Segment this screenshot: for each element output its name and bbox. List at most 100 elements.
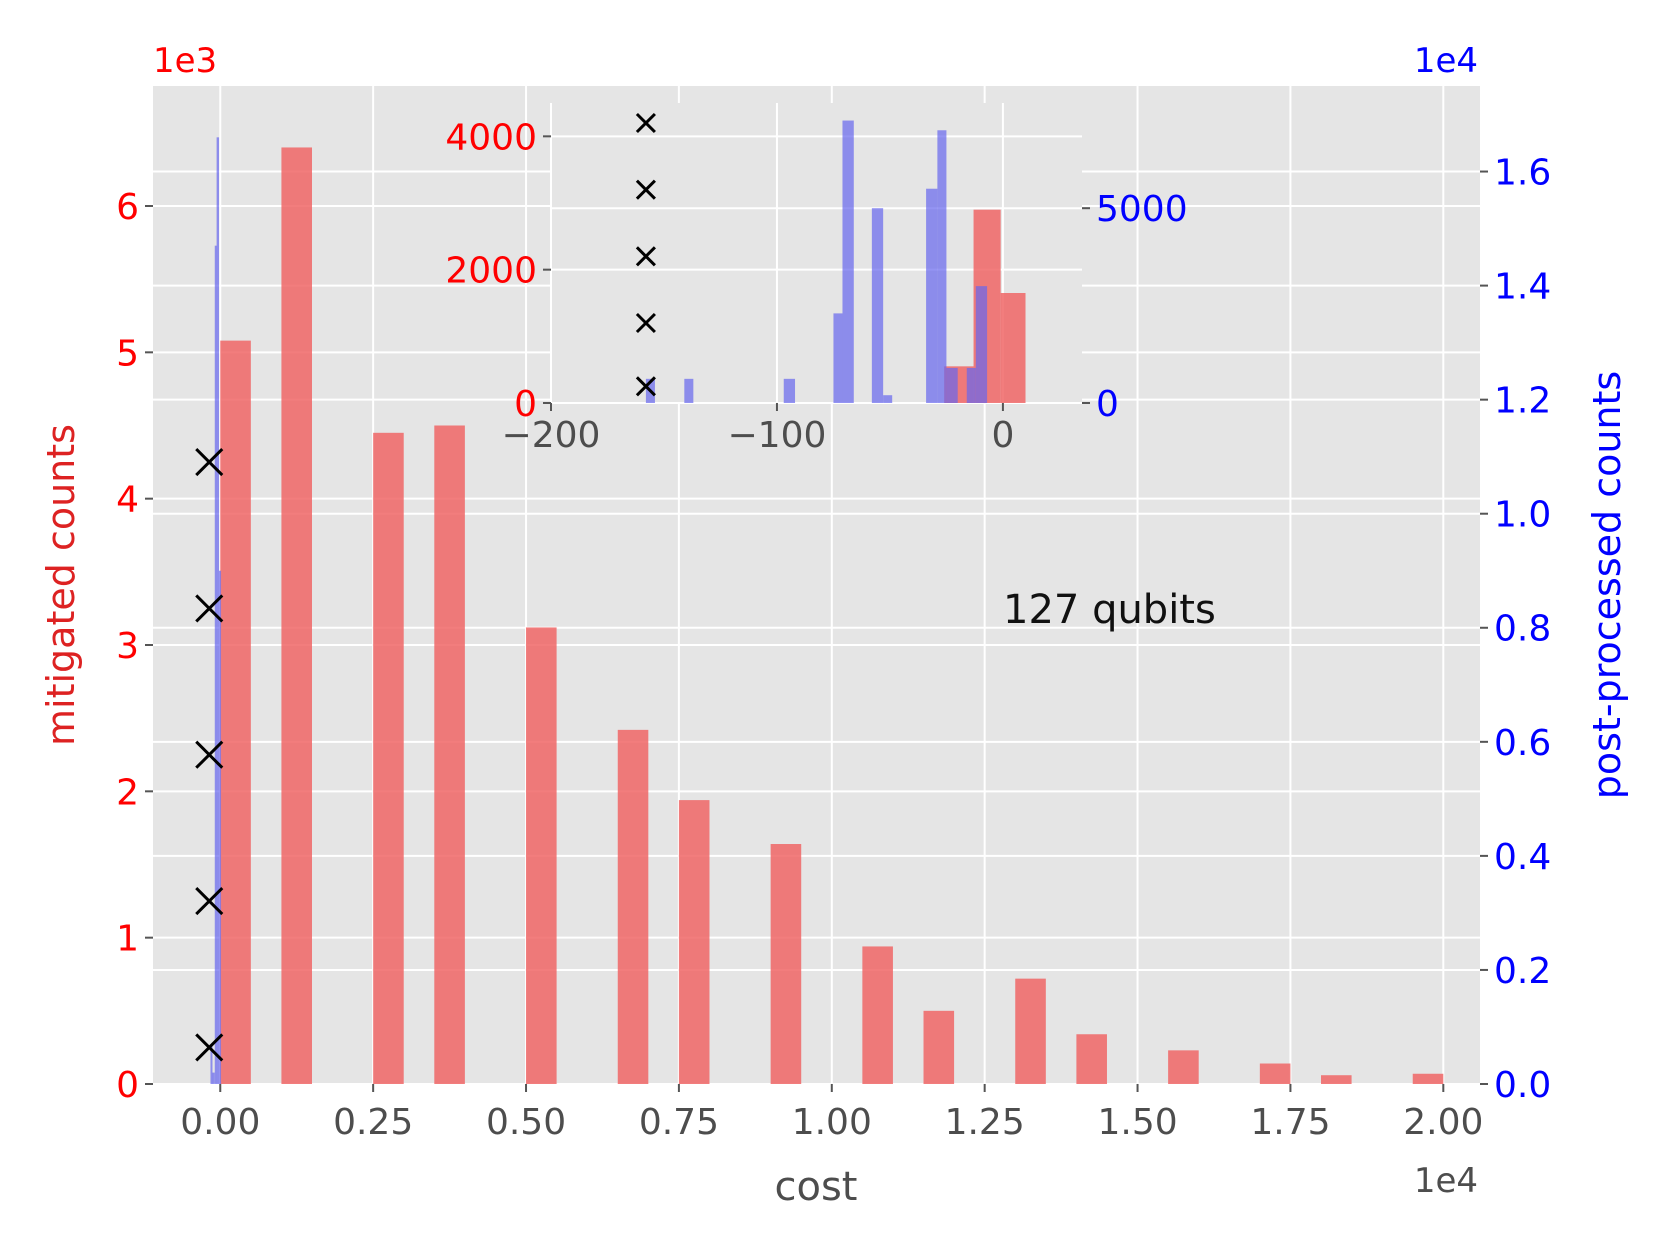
main-mitigated-bar — [220, 340, 251, 1084]
main-mitigated-bar — [434, 425, 465, 1084]
main-mitigated-bars — [220, 147, 1444, 1085]
inset-post-processed-bar — [833, 313, 843, 403]
inset-post-processed-bar — [975, 286, 988, 403]
main-mitigated-bar — [1321, 1075, 1352, 1084]
main-x-tick-label: 2.00 — [1403, 1102, 1483, 1143]
main-y-right-tick-label: 0.2 — [1494, 951, 1551, 992]
inset-y-left-tick-label: 0 — [514, 384, 537, 425]
main-y-left-tick-label: 3 — [116, 626, 139, 667]
inset-y-right-tick-label: 5000 — [1096, 189, 1188, 230]
main-markers — [195, 448, 224, 1062]
main-mitigated-bar — [373, 432, 404, 1084]
main-x-tick-label: 1.75 — [1250, 1102, 1330, 1143]
main-post-processed-bar — [219, 570, 222, 1084]
inset-x-tick-label: 0 — [991, 415, 1014, 456]
inset-post-processed-bar — [842, 120, 854, 403]
main-y-left-tick-label: 0 — [116, 1065, 139, 1106]
main-mitigated-bar — [1168, 1050, 1199, 1084]
inset-mitigated-bar — [1000, 293, 1026, 403]
qubits-annotation: 127 qubits — [1003, 587, 1216, 633]
main-y-right-tick-label: 0.8 — [1494, 609, 1551, 650]
main-post-processed-bar — [212, 1072, 215, 1084]
inset-post-processed-bar — [883, 395, 893, 403]
y-left-offset-text: 1e3 — [153, 41, 217, 81]
main-mitigated-bar — [526, 627, 557, 1084]
main-x-marker-stroke — [195, 740, 224, 769]
y-left-axis-label: mitigated counts — [39, 424, 83, 746]
main-x-marker — [195, 1033, 224, 1062]
main-post-processed-bar — [214, 245, 217, 1084]
inset-post-processed-bar — [783, 378, 796, 403]
main-mitigated-bar — [1412, 1073, 1444, 1084]
main-mitigated-bar — [617, 729, 649, 1084]
inset-post-processed-bar — [871, 208, 884, 403]
main-mitigated-bar — [1259, 1063, 1291, 1084]
main-x-tick-label: 1.25 — [945, 1102, 1025, 1143]
main-mitigated-bar — [1015, 978, 1046, 1084]
inset-x-marker — [635, 112, 656, 134]
main-x-marker-stroke — [195, 1033, 224, 1062]
main-y-left-tick-label: 1 — [116, 919, 139, 960]
inset-x-tick-label: −200 — [502, 415, 601, 456]
inset-x-marker-stroke — [635, 312, 656, 334]
inset-x-marker — [635, 246, 656, 267]
main-x-marker — [195, 740, 224, 769]
inset-post-processed-bar — [684, 378, 694, 403]
main-x-marker-stroke — [195, 448, 224, 477]
main-x-tick-label: 0.25 — [333, 1102, 413, 1143]
main-y-right-tick-label: 1.2 — [1494, 381, 1551, 422]
main-mitigated-bar — [923, 1010, 955, 1084]
inset-ticks: −200 −100 0 0 2000 4000 0 5000 — [445, 117, 1187, 456]
inset-post-processed-bar — [926, 188, 938, 403]
inset-post-processed-bar — [966, 367, 976, 403]
main-y-left-tick-label: 2 — [116, 772, 139, 813]
inset-y-left-tick-label: 4000 — [445, 117, 537, 158]
inset-post-processed-bar — [937, 130, 947, 404]
main-x-marker-stroke — [195, 594, 224, 623]
x-axis-label: cost — [775, 1164, 858, 1210]
main-y-right-tick-label: 1.6 — [1494, 153, 1551, 194]
main-x-tick-label: 0.50 — [486, 1102, 566, 1143]
inset-x-marker-stroke — [635, 179, 656, 200]
main-post-processed-bars — [210, 137, 222, 1085]
main-y-right-tick-label: 0.0 — [1494, 1065, 1551, 1106]
inset-post-processed-bars — [645, 120, 988, 404]
y-right-offset-text: 1e4 — [1414, 41, 1478, 81]
inset-post-processed-bar — [946, 367, 958, 403]
inset-x-tick-label: −100 — [728, 415, 827, 456]
main-mitigated-bar — [1076, 1034, 1107, 1084]
main-mitigated-bar — [862, 946, 893, 1084]
main-mitigated-bar — [678, 800, 710, 1084]
inset-x-marker — [635, 376, 656, 397]
main-x-tick-label: 1.50 — [1097, 1102, 1177, 1143]
main-y-right-tick-label: 0.4 — [1494, 837, 1551, 878]
main-x-marker — [195, 887, 224, 916]
main-mitigated-bar — [281, 147, 312, 1085]
main-y-left-tick-label: 5 — [116, 333, 139, 374]
main-x-marker-stroke — [195, 887, 224, 916]
main-y-right-tick-label: 0.6 — [1494, 723, 1551, 764]
main-mitigated-bar — [770, 844, 802, 1084]
inset-x-marker-stroke — [635, 376, 656, 397]
main-x-tick-label: 1.00 — [792, 1102, 872, 1143]
x-offset-text: 1e4 — [1414, 1161, 1478, 1201]
inset-markers — [635, 112, 656, 397]
inset-x-marker — [635, 312, 656, 334]
main-x-marker — [195, 448, 224, 477]
main-x-marker — [195, 594, 224, 623]
main-y-right-tick-label: 1.0 — [1494, 495, 1551, 536]
main-x-tick-label: 0.75 — [639, 1102, 719, 1143]
main-post-processed-bar — [210, 1044, 213, 1084]
inset-y-right-tick-label: 0 — [1096, 384, 1119, 425]
inset-x-marker — [635, 179, 656, 200]
main-y-right-tick-label: 1.4 — [1494, 267, 1551, 308]
main-ticks: 0.00 0.25 0.50 0.75 1.00 1.25 1.50 1.75 2.000123… — [116, 153, 1551, 1143]
main-x-tick-label: 0.00 — [180, 1102, 260, 1143]
y-right-axis-label: post-processed counts — [1585, 371, 1629, 799]
main-post-processed-bar — [216, 137, 220, 1085]
main-y-left-tick-label: 4 — [116, 480, 139, 521]
inset-x-marker-stroke — [635, 112, 656, 134]
inset-y-left-tick-label: 2000 — [445, 251, 537, 292]
main-y-left-tick-label: 6 — [116, 187, 139, 228]
